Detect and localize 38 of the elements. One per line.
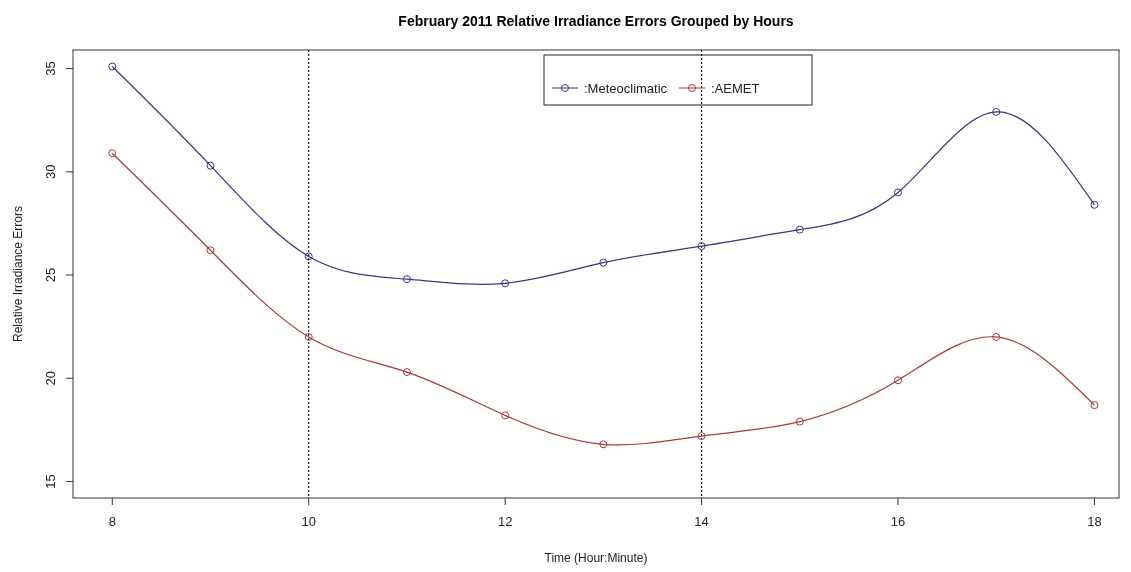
point <box>1090 200 1099 209</box>
point <box>402 368 411 377</box>
point <box>108 62 117 71</box>
point <box>894 188 903 197</box>
legend-label: :AEMET <box>711 81 760 96</box>
point <box>108 149 117 158</box>
x-tick-label: 18 <box>1087 514 1102 529</box>
point <box>697 242 706 251</box>
x-tick-label: 8 <box>108 514 116 529</box>
y-tick-label: 25 <box>43 267 58 283</box>
point <box>599 258 608 267</box>
point <box>992 107 1001 116</box>
point <box>501 279 510 288</box>
point <box>304 332 313 341</box>
y-tick-label: 30 <box>43 164 58 180</box>
point <box>599 440 608 449</box>
point <box>206 246 215 255</box>
point <box>992 332 1001 341</box>
point <box>697 432 706 441</box>
point <box>1090 401 1099 410</box>
x-tick-label: 14 <box>694 514 709 529</box>
x-tick-label: 12 <box>497 514 513 529</box>
point <box>206 161 215 170</box>
legend-label: :Meteoclimatic <box>584 81 668 96</box>
point <box>501 411 510 420</box>
point <box>795 417 804 426</box>
point <box>894 376 903 385</box>
y-tick-label: 20 <box>43 371 58 386</box>
point <box>795 225 804 234</box>
x-tick-label: 16 <box>890 514 906 529</box>
chart-title: February 2011 Relative Irradiance Errors Grouped by Hours <box>398 13 794 29</box>
x-axis-title: Time (Hour:Minute) <box>544 551 648 565</box>
point <box>304 252 313 261</box>
point <box>402 275 411 284</box>
y-axis-title: Relative Irradiance Errors <box>11 205 25 343</box>
y-tick-label: 15 <box>43 474 58 489</box>
x-tick-label: 10 <box>301 514 316 529</box>
y-tick-label: 35 <box>43 61 58 76</box>
